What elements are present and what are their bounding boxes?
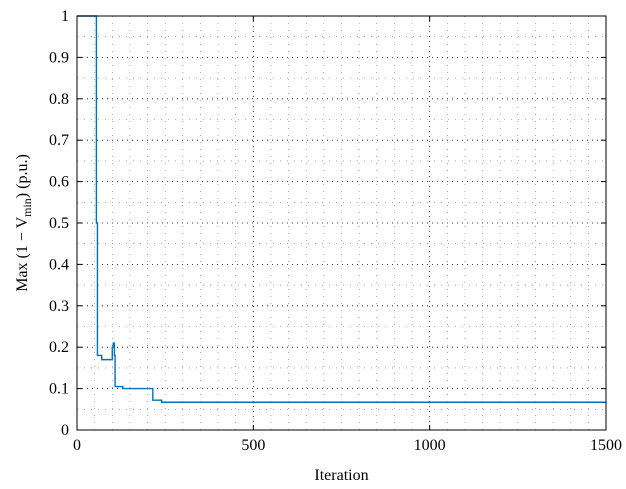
y-axis-label-suffix: ) (p.u.) [14, 154, 31, 198]
y-tick-label-4: 0.4 [49, 256, 69, 273]
series-line-0 [77, 15, 606, 403]
ticks: 0 500 1000 1500 0 0.1 0.2 0.3 0.4 0.5 0.6 0.7 0.8 0.9… [49, 8, 622, 454]
y-tick-label-8: 0.8 [49, 91, 69, 108]
y-tick-label-1: 0.1 [49, 381, 69, 398]
y-axis-label: Max (1 − Vmin) (p.u.) [14, 154, 34, 292]
y-tick-label-0: 0 [61, 422, 69, 439]
x-tick-label-0: 0 [73, 437, 81, 454]
y-tick-label-3: 0.3 [49, 298, 69, 315]
plot-frame [76, 15, 607, 431]
x-tick-label-1: 500 [241, 437, 265, 454]
x-tick-label-2: 1000 [414, 437, 446, 454]
y-tick-label-6: 0.6 [49, 174, 69, 191]
x-tick-label-3: 1500 [590, 437, 622, 454]
y-tick-label-5: 0.5 [49, 215, 69, 232]
y-tick-label-10: 1 [61, 8, 69, 25]
y-tick-label-2: 0.2 [49, 339, 69, 356]
y-axis-label-main: Max (1 − V [14, 216, 31, 291]
series-group [77, 15, 606, 403]
y-axis-label-sub: min [20, 198, 34, 217]
x-axis-label: Iteration [314, 467, 368, 484]
grid [77, 16, 606, 430]
y-tick-label-7: 0.7 [49, 132, 69, 149]
y-tick-label-9: 0.9 [49, 49, 69, 66]
